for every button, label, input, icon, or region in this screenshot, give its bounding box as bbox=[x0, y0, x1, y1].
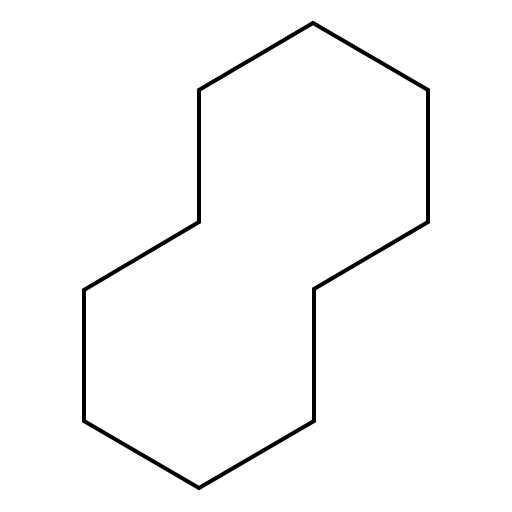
bonds-group bbox=[82, 21, 430, 490]
bond-c6-c7 bbox=[82, 419, 201, 490]
bond-c8-c9 bbox=[82, 220, 201, 292]
bond-c5-c6 bbox=[197, 419, 316, 490]
bond-c3-c4 bbox=[312, 220, 430, 291]
bond-c1-c2 bbox=[311, 21, 430, 92]
bond-c10-c1 bbox=[197, 21, 315, 92]
